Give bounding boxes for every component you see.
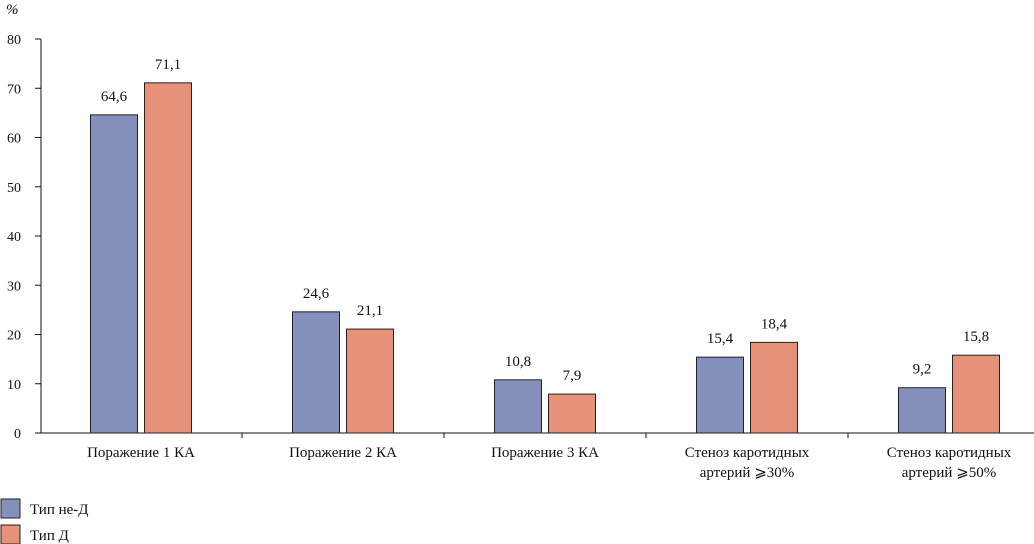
- bar: [750, 341, 798, 434]
- legend-swatch: [0, 524, 21, 544]
- legend-label: Тип не-Д: [30, 502, 89, 518]
- bar: [548, 393, 596, 434]
- y-tick-label: 20: [7, 329, 21, 344]
- legend-label: Тип Д: [30, 528, 69, 544]
- data-label: 15,4: [707, 331, 734, 347]
- y-tick-label: 60: [7, 132, 21, 147]
- y-tick-label: 30: [7, 279, 21, 294]
- data-label: 71,1: [155, 57, 181, 73]
- bar: [952, 354, 1000, 434]
- x-tick-label: артерий ⩾50%: [902, 465, 997, 481]
- bar: [144, 82, 192, 434]
- category-labels: Поражение 1 КА Поражение 2 КА Поражение 3 …: [87, 433, 1012, 481]
- data-label: 24,6: [303, 286, 330, 302]
- data-label: 64,6: [101, 89, 128, 105]
- legend: Тип не-Д Тип Д: [0, 498, 89, 544]
- x-tick-label: Поражение 3 КА: [491, 445, 599, 461]
- y-tick-label: 10: [7, 378, 21, 393]
- bar: [696, 356, 744, 434]
- bar: [90, 114, 138, 434]
- y-tick-label: 80: [7, 33, 21, 48]
- bar: [898, 387, 946, 434]
- data-label: 21,1: [357, 303, 383, 319]
- x-tick-label: артерий ⩾30%: [700, 465, 795, 481]
- data-label: 18,4: [761, 316, 788, 332]
- bars: 64,6 71,1 24,6 21,1 10,8 7,9 15,4 18,4 9,2 15,8: [90, 57, 1000, 434]
- y-tick-label: 0: [14, 427, 21, 442]
- data-label: 7,9: [563, 368, 582, 384]
- x-tick-label: Поражение 1 КА: [87, 445, 195, 461]
- axes: 0 10 20 30 40 50 60 70 80: [7, 33, 1034, 442]
- y-tick-label: 70: [7, 82, 21, 97]
- y-tick-label: 50: [7, 181, 21, 196]
- x-tick-label: Стеноз каротидных: [685, 445, 810, 461]
- legend-swatch: [0, 498, 21, 519]
- bar: [292, 311, 340, 434]
- y-axis-unit-label: %: [6, 2, 19, 18]
- data-label: 9,2: [913, 362, 932, 378]
- y-tick-label: 40: [7, 230, 21, 245]
- bar: [494, 379, 542, 434]
- data-label: 15,8: [963, 329, 989, 345]
- data-label: 10,8: [505, 354, 531, 370]
- bar: [346, 328, 394, 434]
- x-tick-label: Поражение 2 КА: [289, 445, 397, 461]
- x-tick-label: Стеноз каротидных: [887, 445, 1012, 461]
